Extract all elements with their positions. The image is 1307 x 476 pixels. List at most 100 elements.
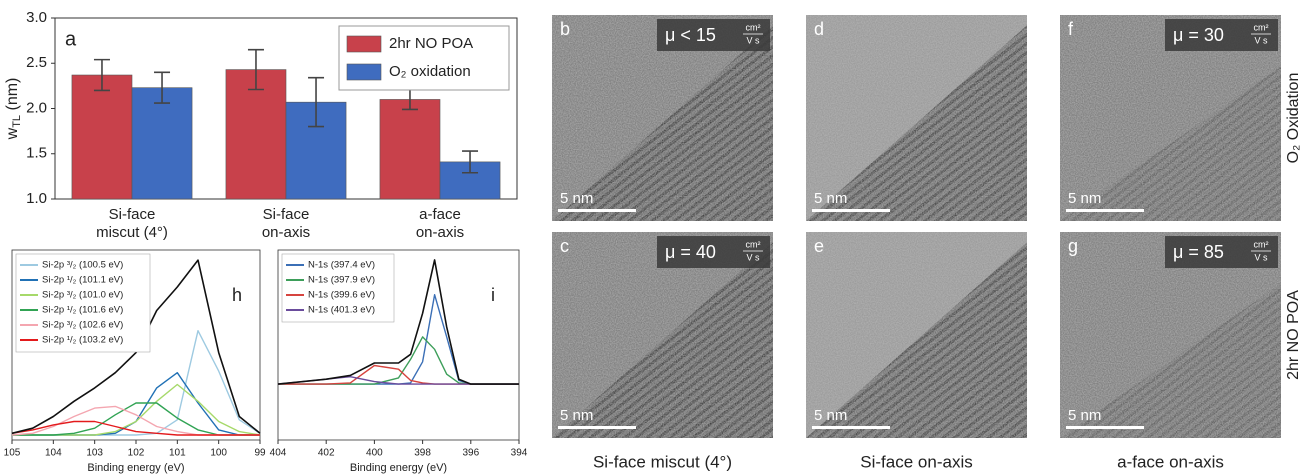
x-tick-label: 394 (511, 448, 528, 459)
scale-bar-label: 5 nm (560, 190, 593, 207)
micrograph-noise (806, 232, 1027, 438)
legend-label: N-1s (397.4 eV) (308, 260, 375, 271)
legend-label: Si-2p ³/₂ (100.5 eV) (42, 260, 123, 271)
panel-label: g (1068, 236, 1078, 256)
legend-label: Si-2p ¹/₂ (101.6 eV) (42, 305, 123, 316)
row-label: O₂ Oxidation (1285, 73, 1302, 164)
y-axis-label-part: TL (11, 115, 23, 128)
envelope-curve (277, 259, 519, 385)
legend-label: N-1s (401.3 eV) (308, 305, 375, 316)
x-tick-label-line: on-axis (416, 224, 464, 241)
bar (131, 87, 193, 200)
x-tick-label: 102 (128, 448, 145, 459)
mobility-unit-den: V s (746, 252, 760, 262)
mobility-unit-num: cm² (746, 239, 761, 249)
scale-bar-label: 5 nm (1068, 190, 1101, 207)
legend-label: Si-2p ¹/₂ (103.2 eV) (42, 335, 123, 346)
scale-bar-label: 5 nm (1068, 407, 1101, 424)
panel-label: d (814, 19, 824, 39)
mobility-label: μ = 30 (1173, 25, 1224, 45)
bar (71, 74, 133, 200)
y-tick-label: 2.5 (26, 54, 47, 71)
column-label: Si-face miscut (4°) (593, 452, 732, 471)
panel-label: h (232, 285, 242, 305)
x-tick-label: 103 (86, 448, 103, 459)
legend-label: N-1s (399.6 eV) (308, 290, 375, 301)
component-curve (277, 376, 519, 385)
legend-swatch (346, 63, 382, 81)
micrograph: c μ = 40 cm² V s 5 nm (552, 232, 773, 438)
y-axis-label-part: w (4, 127, 21, 140)
scale-bar-label: 5 nm (814, 190, 847, 207)
envelope-curve (11, 259, 261, 435)
mobility-box (1165, 19, 1278, 51)
error-bar (93, 58, 110, 92)
micrograph: g μ = 85 cm² V s 5 nm (1060, 232, 1281, 438)
x-axis-label: Binding energy (eV) (350, 462, 447, 474)
mobility-unit-num: cm² (1254, 239, 1269, 249)
scale-bar (812, 426, 890, 429)
x-tick-label: a-face on-axis (416, 206, 464, 241)
panel-label: i (491, 285, 495, 305)
scale-bar (1066, 426, 1144, 429)
y-tick-label: 2.0 (26, 99, 47, 116)
legend-label: Si-2p ³/₂ (101.0 eV) (42, 290, 123, 301)
error-bar (154, 71, 171, 104)
scale-bar (558, 209, 636, 212)
panel-label: f (1068, 19, 1074, 39)
component-curve (278, 364, 519, 385)
column-label: a-face on-axis (1117, 452, 1224, 471)
x-tick-label: 404 (270, 448, 287, 459)
y-tick-label: 1.0 (26, 190, 47, 207)
scale-bar (558, 426, 636, 429)
legend-box (15, 253, 151, 353)
mobility-unit-num: cm² (746, 22, 761, 32)
bar (379, 99, 441, 200)
mobility-box (657, 236, 770, 268)
panel-label: c (560, 236, 569, 256)
x-tick-label: Si-face miscut (4°) (96, 206, 168, 241)
micrograph: b μ < 15 cm² V s 5 nm (552, 15, 773, 221)
scale-bar-label: 5 nm (814, 407, 847, 424)
panel-label: b (560, 19, 570, 39)
y-axis-label-part: (nm) (4, 78, 21, 115)
x-tick-label: 396 (462, 448, 479, 459)
x-tick-label: 100 (210, 448, 227, 459)
micrograph: f μ = 30 cm² V s 5 nm (1060, 15, 1281, 221)
column-label: Si-face on-axis (860, 452, 972, 471)
micrograph-noise (806, 15, 1027, 221)
x-tick-label: 99 (254, 448, 266, 459)
scale-bar-label: 5 nm (560, 407, 593, 424)
mobility-unit-den: V s (746, 35, 760, 45)
x-tick-label-line: miscut (4°) (96, 224, 168, 241)
error-bar (308, 76, 325, 128)
x-tick-label: Si-face on-axis (262, 206, 310, 241)
x-tick-label-line: Si-face (109, 206, 156, 223)
panel-label: e (814, 236, 824, 256)
x-tick-label: 104 (45, 448, 62, 459)
plot-frame (277, 249, 520, 441)
mobility-unit-den: V s (1254, 252, 1268, 262)
x-tick-label: 398 (414, 448, 431, 459)
mobility-label: μ = 40 (665, 242, 716, 262)
micrograph: d 5 nm (806, 15, 1027, 221)
x-tick-label: 400 (366, 448, 383, 459)
y-tick-label: 3.0 (26, 9, 47, 26)
mobility-label: μ = 85 (1173, 242, 1224, 262)
scale-bar (812, 209, 890, 212)
x-tick-label: 402 (318, 448, 335, 459)
x-tick-label-line: a-face (419, 206, 461, 223)
panel-label: a (65, 28, 77, 50)
x-tick-label-line: on-axis (262, 224, 310, 241)
legend-label: 2hr NO POA (389, 35, 473, 52)
mobility-box (1165, 236, 1278, 268)
legend-label: Si-2p ³/₂ (102.6 eV) (42, 320, 123, 331)
mobility-unit-num: cm² (1254, 22, 1269, 32)
legend-label: O₂ oxidation (389, 63, 471, 80)
component-curve (278, 336, 519, 385)
mobility-label: μ < 15 (665, 25, 716, 45)
mobility-unit-den: V s (1254, 35, 1268, 45)
bar (225, 69, 287, 200)
y-tick-label: 1.5 (26, 145, 47, 162)
x-tick-label-line: Si-face (263, 206, 310, 223)
